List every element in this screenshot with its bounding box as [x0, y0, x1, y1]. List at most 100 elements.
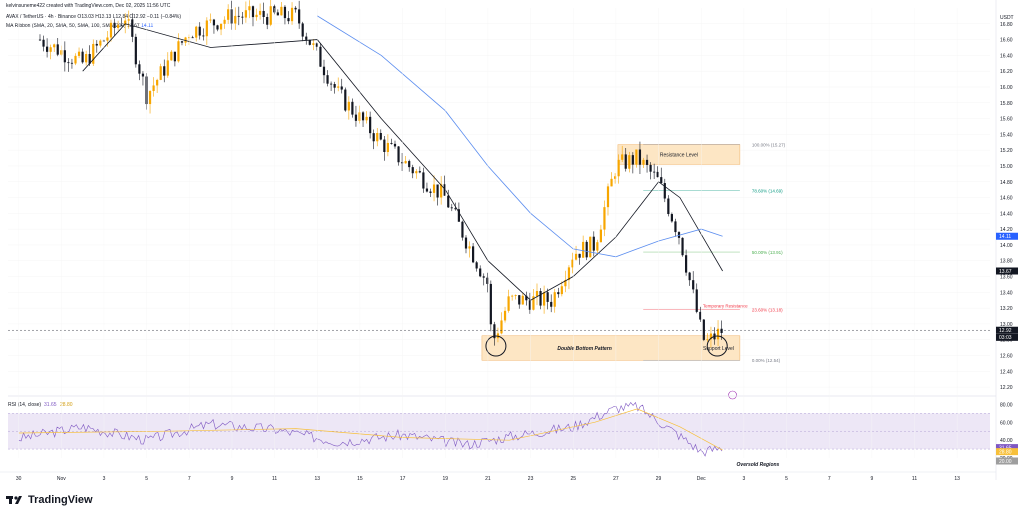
price-badge-label: 14.11: [999, 234, 1011, 240]
candle-body: [422, 172, 425, 189]
price-tick-label: 16.60: [1000, 38, 1013, 44]
candle-body: [468, 246, 471, 249]
candle-body: [514, 295, 517, 296]
price-badge: [996, 333, 1018, 341]
candle-body: [223, 19, 226, 24]
candle-body: [138, 64, 141, 74]
price-axis-unit: USDT: [1000, 15, 1014, 21]
candle-body: [649, 164, 652, 172]
time-tick-label: Dec: [697, 476, 706, 482]
candle-body: [116, 24, 120, 28]
candle-body: [589, 236, 592, 258]
candle-body: [322, 66, 326, 76]
candle-body: [493, 324, 496, 339]
candle-body: [642, 159, 645, 165]
candle-body: [251, 6, 255, 18]
time-tick-label: 3: [742, 476, 745, 482]
candle-body: [74, 55, 77, 64]
candle-body: [99, 40, 102, 46]
price-tick-label: 15.00: [1000, 164, 1013, 170]
rsi-legend-label: RSI (14, close): [8, 402, 41, 408]
rsi-tick-label: 40.00: [1000, 438, 1013, 444]
candle-body: [447, 195, 450, 208]
candle-body: [283, 6, 287, 19]
rsi-legend-ma-value: 28.80: [60, 402, 73, 408]
candle-body: [127, 19, 130, 21]
candle-body: [234, 15, 237, 24]
tradingview-wordmark: TradingView: [28, 494, 93, 506]
price-tick-label: 14.80: [1000, 180, 1013, 186]
price-tick-label: 16.00: [1000, 85, 1013, 91]
rsi-badge: [996, 448, 1018, 456]
double-bottom-circle-left: [485, 335, 507, 357]
candle-body: [507, 296, 510, 311]
candle-body: [337, 86, 340, 88]
candle-body: [209, 19, 212, 21]
price-tick-label: 14.40: [1000, 211, 1013, 217]
rsi-panel: 80.00 60.00 40.00 20.00 RSI (14, close)31.65…: [8, 395, 1018, 468]
candle-body: [617, 159, 620, 177]
candle-body: [518, 295, 521, 305]
candle-body: [461, 221, 464, 238]
candle-body: [638, 149, 642, 165]
candle-body: [482, 276, 485, 278]
candle-body: [397, 146, 400, 163]
candle-body: [258, 10, 262, 15]
candle-body: [429, 191, 432, 193]
ma-slow-line: [317, 15, 723, 258]
price-tick-label: 14.00: [1000, 243, 1013, 249]
candle-body: [180, 41, 184, 43]
time-tick-label: 21: [485, 476, 491, 482]
price-tick-label: 12.40: [1000, 369, 1013, 375]
candle-body: [582, 241, 585, 258]
candle-body: [681, 237, 684, 256]
rsi-badge: [996, 444, 1018, 452]
candle-body: [70, 62, 74, 64]
price-tick-label: 15.20: [1000, 148, 1013, 154]
fib-label: 23.60% (13.18): [752, 308, 783, 313]
time-tick-label: 27: [613, 476, 619, 482]
tradingview-logo[interactable]: TradingView: [6, 494, 93, 506]
candle-body: [344, 89, 347, 111]
time-tick-label: Nov: [57, 476, 66, 482]
candle-body: [141, 73, 145, 77]
time-tick-label: 5: [785, 476, 788, 482]
price-tick-label: 15.80: [1000, 101, 1013, 107]
candle-body: [631, 155, 634, 165]
price-badge-label: 12.92: [999, 328, 1012, 334]
fib-label: 100.00% (15.27): [752, 143, 786, 148]
candle-body: [408, 161, 411, 168]
rsi-ma-line: [18, 408, 723, 451]
candle-body: [574, 253, 578, 260]
price-chart[interactable]: Resistance Level Support Level Double Bott…: [0, 0, 1024, 490]
candle-body: [684, 255, 688, 273]
candle-body: [471, 246, 475, 263]
candle-body: [308, 39, 311, 45]
candle-body: [177, 41, 180, 62]
price-badge: [996, 326, 1018, 334]
candle-body: [528, 300, 531, 310]
candle-body: [489, 283, 492, 325]
price-tick-label: 13.40: [1000, 290, 1013, 296]
time-tick-label: 30: [16, 476, 22, 482]
candle-body: [241, 16, 244, 18]
candle-body: [227, 9, 230, 20]
candle-body: [411, 167, 414, 174]
candle-body: [692, 280, 695, 290]
candle-body: [120, 24, 123, 26]
candle-body: [354, 114, 358, 121]
ma-ribbon-label: MA Ribbon (SMA, 20, SMA, 50, SMA, 100, S…: [6, 23, 126, 29]
candle-body: [77, 51, 81, 56]
candle-body: [567, 267, 571, 281]
candle-body: [525, 295, 528, 301]
candle-body: [628, 155, 631, 169]
price-tick-label: 16.80: [1000, 22, 1013, 28]
event-marker-icon: [728, 390, 737, 400]
candle-body: [624, 154, 627, 169]
candle-body: [418, 171, 421, 173]
fib-label: 78.60% (14.69): [752, 188, 783, 193]
candle-body: [521, 295, 524, 305]
candle-body: [383, 139, 386, 152]
price-tick-label: 13.60: [1000, 275, 1013, 281]
candle-body: [702, 319, 705, 340]
